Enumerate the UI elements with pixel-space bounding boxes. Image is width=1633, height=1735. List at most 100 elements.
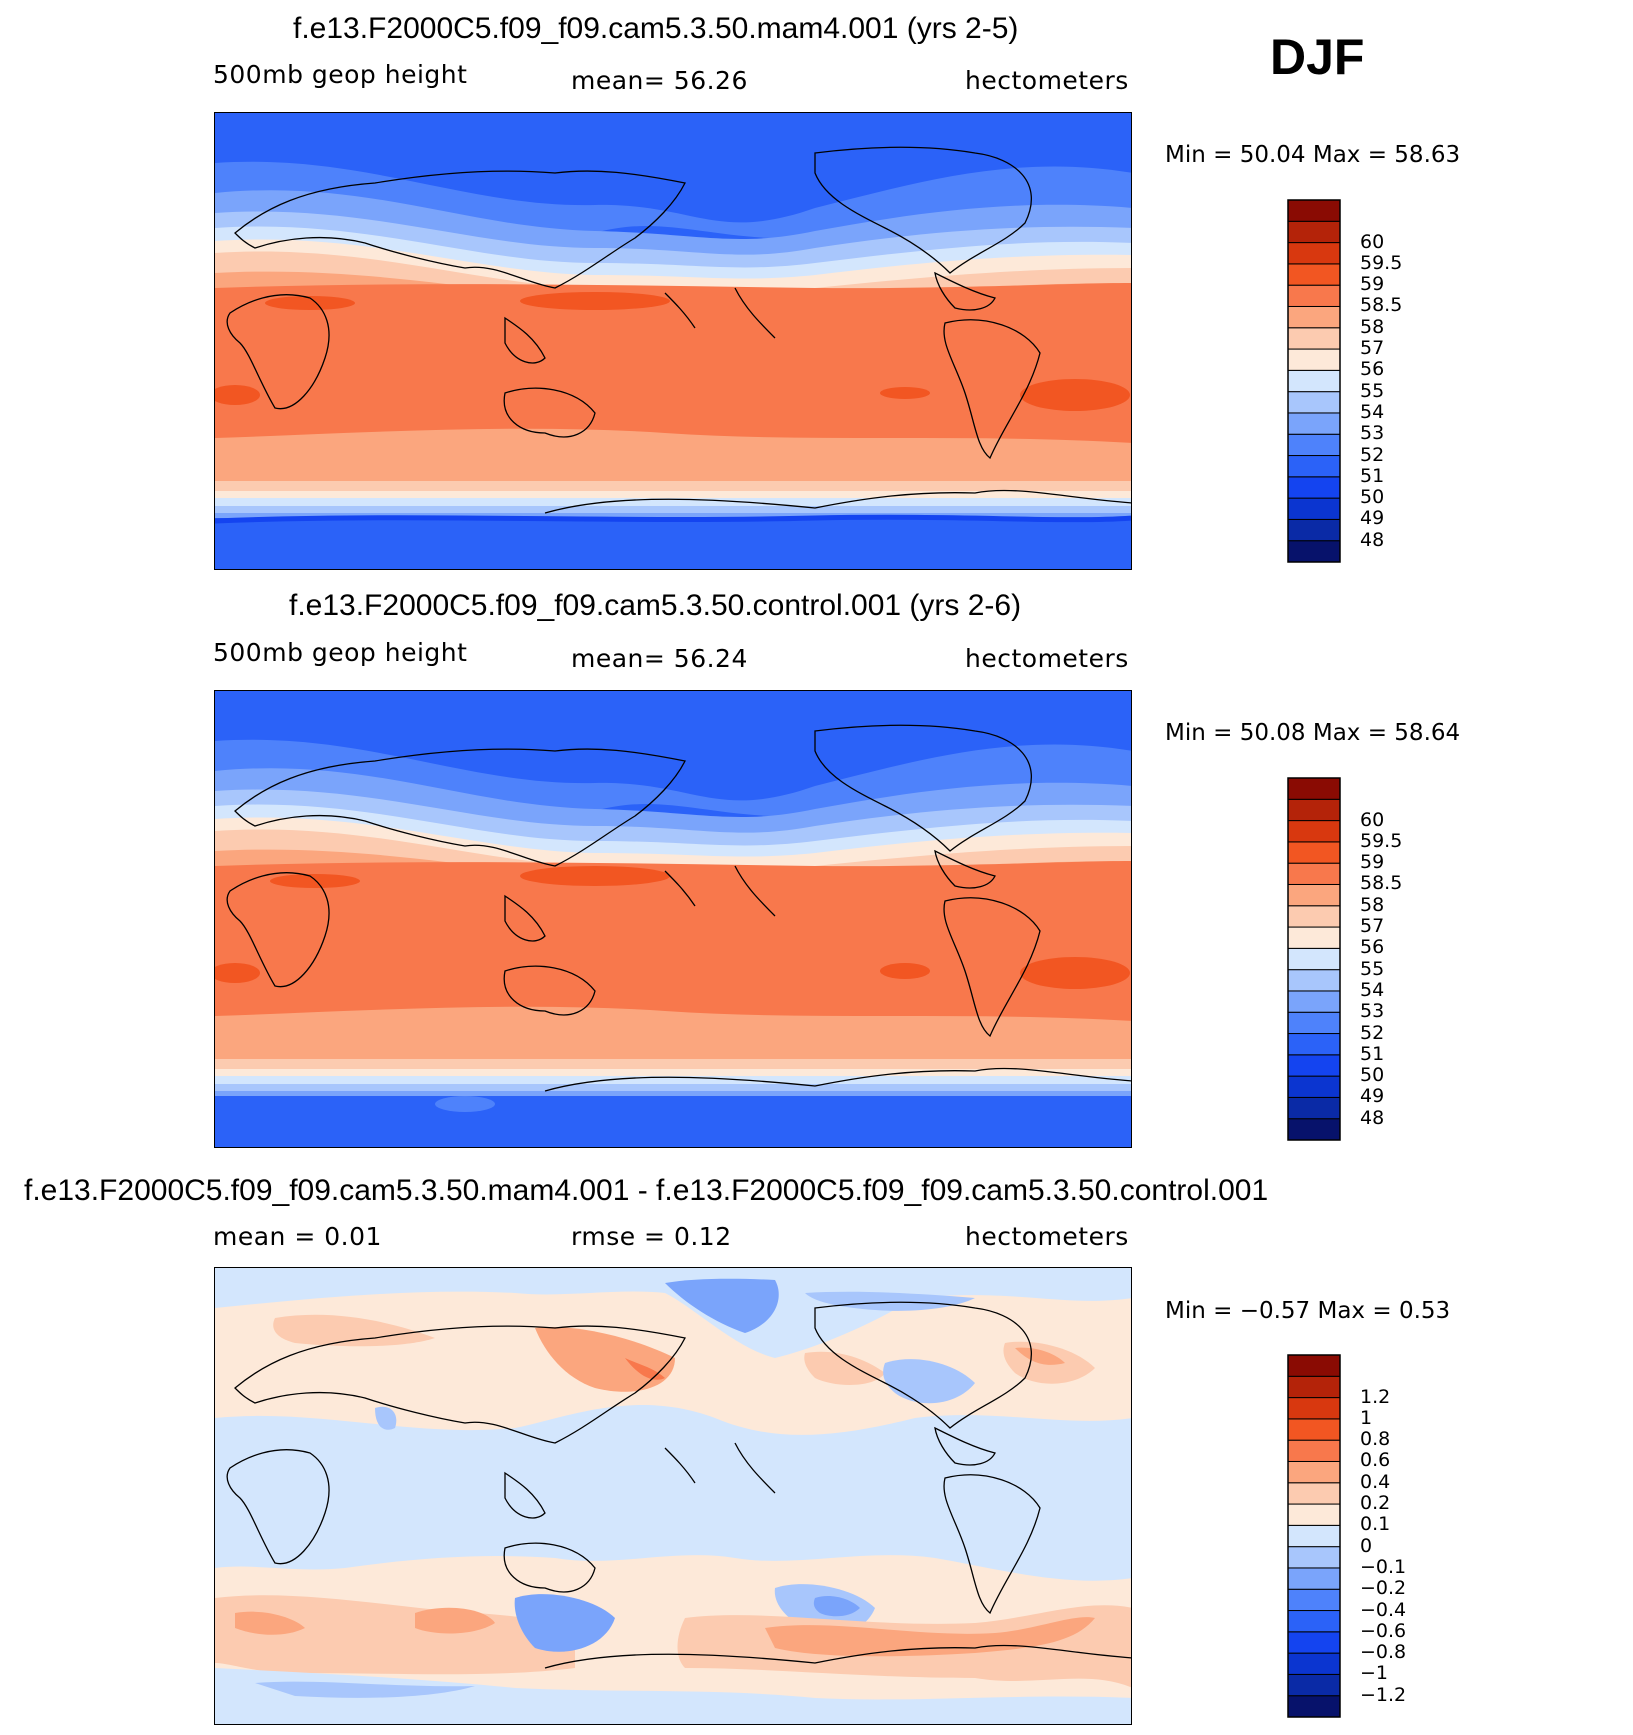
colorbar-swatch [1287,969,1341,992]
colorbar-swatch [1287,433,1341,457]
colorbar-swatch [1287,1503,1341,1526]
colorbar-swatch [1287,476,1341,499]
colorbar-swatch [1287,1652,1341,1675]
colorbar-swatch [1287,305,1341,329]
colorbar-tick-label: 1.2 [1360,1385,1391,1408]
panel-2-minmax: Min = 50.08 Max = 58.64 [1165,720,1461,746]
colorbar-tick-label: 59 [1360,273,1385,296]
colorbar-swatch [1287,1118,1341,1141]
panel-3-map [214,1267,1132,1725]
panel-1-mean-label: mean= 56.26 [571,66,748,95]
panel-1-units-label: hectometers [965,66,1129,95]
colorbar-frame [1287,1354,1341,1718]
colorbar-tick-label: 0.4 [1360,1470,1391,1493]
colorbar-swatch [1287,1588,1341,1612]
colorbar-tick-label: 51 [1360,1042,1385,1065]
colorbar-swatch [1287,518,1341,542]
colorbar-tick-label: 51 [1360,464,1385,487]
panel-2-colorbar [1287,777,1341,1141]
colorbar-swatch [1287,1397,1341,1420]
panel-3-minmax: Min = −0.57 Max = 0.53 [1165,1298,1451,1324]
colorbar-tick-label: 50 [1360,486,1385,509]
colorbar-tick-label: −0.8 [1360,1641,1407,1664]
colorbar-swatch [1287,1460,1341,1484]
colorbar-tick-label: 58.5 [1360,294,1403,317]
colorbar-swatch [1287,1524,1341,1548]
panel-1-title: f.e13.F2000C5.f09_f09.cam5.3.50.mam4.001… [293,12,1019,45]
colorbar-swatch [1287,990,1341,1013]
colorbar-swatch [1287,284,1341,307]
colorbar-swatch [1287,327,1341,350]
colorbar-tick-label: −0.2 [1360,1577,1407,1600]
colorbar-swatch [1287,220,1341,244]
colorbar-swatch [1287,263,1341,286]
panel-2-mean-label: mean= 56.24 [571,644,748,673]
colorbar-swatch [1287,947,1341,971]
panel-1-variable-label: 500mb geop height [213,60,468,89]
colorbar-swatch [1287,1695,1341,1718]
colorbar-tick-label: 54 [1360,400,1385,423]
colorbar-swatch [1287,497,1341,520]
colorbar-swatch [1287,540,1341,563]
colorbar-tick-label: −1.2 [1360,1683,1407,1706]
colorbar-swatch [1287,1631,1341,1654]
colorbar-swatch [1287,777,1341,800]
colorbar-tick-label: −0.4 [1360,1598,1407,1621]
panel-3-colorbar [1287,1354,1341,1718]
panel-3-rmse-label: rmse = 0.12 [571,1222,732,1251]
colorbar-swatch [1287,369,1341,393]
colorbar-tick-label: 48 [1360,1106,1385,1129]
season-label: DJF [1270,29,1365,85]
colorbar-swatch [1287,1439,1341,1462]
colorbar-frame [1287,199,1341,563]
colorbar-tick-label: 49 [1360,1085,1385,1108]
colorbar-swatch [1287,883,1341,907]
colorbar-tick-label: 57 [1360,337,1385,360]
colorbar-swatch [1287,412,1341,435]
panel-2-title: f.e13.F2000C5.f09_f09.cam5.3.50.control.… [289,589,1022,622]
panel-1-map [214,112,1132,570]
colorbar-tick-label: 60 [1360,808,1385,831]
colorbar-swatch [1287,348,1341,371]
colorbar-tick-label: 56 [1360,358,1385,381]
colorbar-tick-label: 1 [1360,1406,1373,1429]
colorbar-tick-label: −0.6 [1360,1619,1407,1642]
colorbar-swatch [1287,1033,1341,1056]
panel-3-units-label: hectometers [965,1222,1129,1251]
colorbar-swatch [1287,199,1341,222]
colorbar-swatch [1287,1075,1341,1098]
colorbar-swatch [1287,820,1341,843]
colorbar-tick-label: 0.1 [1360,1513,1391,1536]
colorbar-swatch [1287,841,1341,864]
panel-2-map [214,690,1132,1148]
colorbar-swatch [1287,798,1341,822]
colorbar-swatch [1287,1610,1341,1633]
colorbar-tick-label: 54 [1360,978,1385,1001]
panel-3-colorbar-swatches [1287,1354,1341,1718]
colorbar-tick-label: −1 [1360,1662,1389,1685]
colorbar-tick-label: 0.8 [1360,1428,1391,1451]
panel-1-minmax: Min = 50.04 Max = 58.63 [1165,142,1461,168]
colorbar-frame [1287,777,1341,1141]
colorbar-tick-label: 58.5 [1360,872,1403,895]
colorbar-tick-label: 59.5 [1360,829,1403,852]
colorbar-swatch [1287,862,1341,885]
panel-2-colorbar-swatches [1287,777,1341,1141]
panel-2-variable-label: 500mb geop height [213,638,468,667]
colorbar-swatch [1287,1418,1341,1441]
colorbar-tick-label: 55 [1360,379,1385,402]
panel-1-colorbar [1287,199,1341,563]
colorbar-tick-label: 53 [1360,422,1385,445]
colorbar-tick-label: 53 [1360,1000,1385,1023]
colorbar-tick-label: 56 [1360,936,1385,959]
panel-1-colorbar-swatches [1287,199,1341,563]
colorbar-tick-label: 52 [1360,443,1385,466]
colorbar-tick-label: 58 [1360,315,1385,338]
colorbar-tick-label: 59.5 [1360,251,1403,274]
panel-1-contour-field [215,113,1131,569]
panel-2-units-label: hectometers [965,644,1129,673]
colorbar-swatch [1287,1567,1341,1590]
colorbar-swatch [1287,242,1341,265]
colorbar-tick-label: 50 [1360,1064,1385,1087]
colorbar-tick-label: 55 [1360,957,1385,980]
